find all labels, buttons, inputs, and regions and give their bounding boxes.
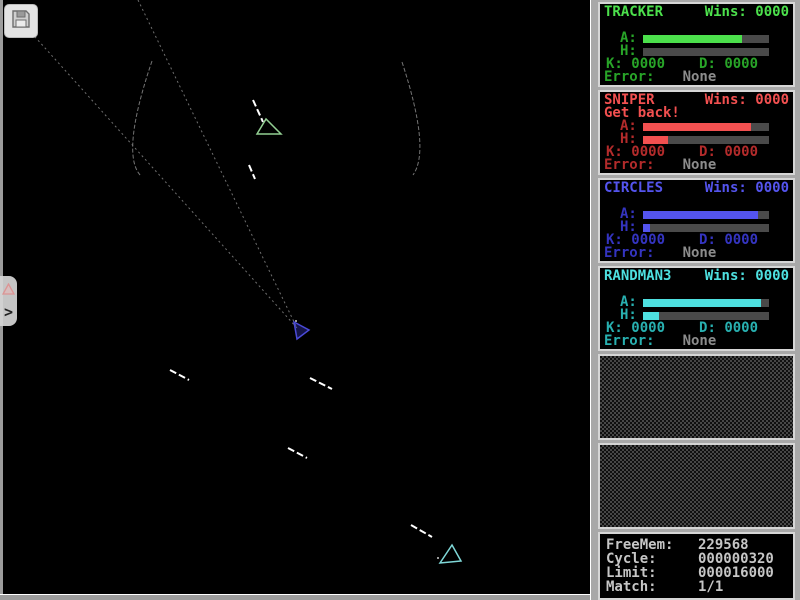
health-bar (642, 135, 769, 144)
deaths-label: D: (699, 144, 716, 160)
radar-scan-line (17, 17, 298, 329)
health-label: H: (620, 43, 637, 59)
health-label: H: (620, 131, 637, 147)
circles-ship (292, 320, 311, 341)
kills-label: K: (606, 320, 623, 336)
robot-panel: RANDMAN3 Wins: 0000 A: H: K: 0000 D: 0000 … (598, 266, 795, 351)
missile (410, 524, 433, 538)
error-label: Error: (604, 333, 655, 349)
freemem-value: 229568 (698, 537, 749, 553)
health-bar (642, 47, 769, 56)
empty-robot-slot (598, 443, 795, 529)
save-button[interactable] (5, 5, 37, 37)
robot-panel: CIRCLES Wins: 0000 A: H: K: 0000 D: 0000 E… (598, 178, 795, 263)
health-bar-fill (642, 311, 660, 320)
robot-name: TRACKER (604, 4, 664, 20)
kills-value: 0000 (631, 320, 666, 336)
deaths-value: 0000 (724, 232, 759, 248)
armor-label: A: (620, 30, 637, 46)
error-label: Error: (604, 157, 655, 173)
wins-value: 0000 (755, 4, 789, 20)
match-label: Match: (606, 579, 657, 595)
save-icon (10, 8, 32, 34)
kills-label: K: (606, 144, 623, 160)
armor-bar-fill (642, 298, 762, 307)
armor-bar (642, 34, 769, 43)
deaths-value: 0000 (724, 320, 759, 336)
error-value: None (682, 245, 717, 261)
armor-bar (642, 122, 769, 131)
robot-message: Get back! (604, 105, 680, 121)
debris (437, 557, 439, 559)
missile (309, 377, 333, 390)
health-bar (642, 223, 769, 232)
armor-bar-fill (642, 34, 743, 43)
cycle-value: 000000320 (698, 551, 774, 567)
kills-value: 0000 (631, 144, 666, 160)
wins-value: 0000 (755, 180, 789, 196)
wins-value: 0000 (755, 92, 789, 108)
radar-arc (401, 61, 421, 176)
missile (169, 369, 190, 381)
armor-label: A: (620, 294, 637, 310)
tracker-ship (255, 117, 283, 135)
error-value: None (682, 157, 717, 173)
wins-value: 0000 (755, 268, 789, 284)
missile (248, 164, 256, 180)
armor-bar-fill (642, 122, 752, 131)
wins: Wins: 0000 (704, 268, 789, 284)
kills-value: 0000 (631, 232, 666, 248)
status-sidebar: TRACKER Wins: 0000 A: H: K: 0000 D: 0000 E… (590, 0, 800, 600)
armor-label: A: (620, 118, 637, 134)
radar-arc (132, 60, 153, 177)
health-bar-fill (642, 223, 651, 232)
deaths-value: 0000 (724, 56, 759, 72)
match-value: 1/1 (698, 579, 724, 595)
deaths-label: D: (699, 320, 716, 336)
kills-label: K: (606, 232, 623, 248)
missile (252, 99, 264, 123)
deaths-label: D: (699, 56, 716, 72)
health-label: H: (620, 219, 637, 235)
health-label: H: (620, 307, 637, 323)
limit-label: Limit: (606, 565, 657, 581)
wins: Wins: 0000 (704, 180, 789, 196)
window-bottom-edge (0, 594, 800, 600)
error-value: None (682, 333, 717, 349)
deaths-label: D: (699, 232, 716, 248)
missile (287, 447, 308, 459)
wins: Wins: 0000 (704, 4, 789, 20)
match-stats-panel: FreeMem: 229568 Cycle: 000000320 Limit: 000… (598, 532, 795, 600)
armor-bar (642, 298, 769, 307)
kills-label: K: (606, 56, 623, 72)
health-bar-fill (642, 135, 669, 144)
debris (295, 320, 297, 322)
error-label: Error: (604, 245, 655, 261)
deaths-value: 0000 (724, 144, 759, 160)
armor-label: A: (620, 206, 637, 222)
chevron-right-icon[interactable]: > (3, 303, 14, 321)
wins: Wins: 0000 (704, 92, 789, 108)
robot-name: CIRCLES (604, 180, 664, 196)
randman3-ship (438, 543, 463, 564)
health-bar (642, 311, 769, 320)
cycle-label: Cycle: (606, 551, 657, 567)
armor-bar (642, 210, 769, 219)
radar-scan-line (137, 0, 298, 329)
armor-bar-fill (642, 210, 758, 219)
kills-value: 0000 (631, 56, 666, 72)
robot-logo-icon (1, 280, 16, 299)
limit-value: 000016000 (698, 565, 774, 581)
error-label: Error: (604, 69, 655, 85)
robot-name: RANDMAN3 (604, 268, 672, 284)
freemem-label: FreeMem: (606, 537, 674, 553)
error-value: None (682, 69, 717, 85)
robot-panel: SNIPER Wins: 0000 Get back! A: H: K: 0000… (598, 90, 795, 175)
robot-panel: TRACKER Wins: 0000 A: H: K: 0000 D: 0000 E… (598, 2, 795, 87)
panel-expand-tab[interactable]: > (0, 276, 17, 326)
robot-name: SNIPER (604, 92, 655, 108)
empty-robot-slot (598, 354, 795, 440)
